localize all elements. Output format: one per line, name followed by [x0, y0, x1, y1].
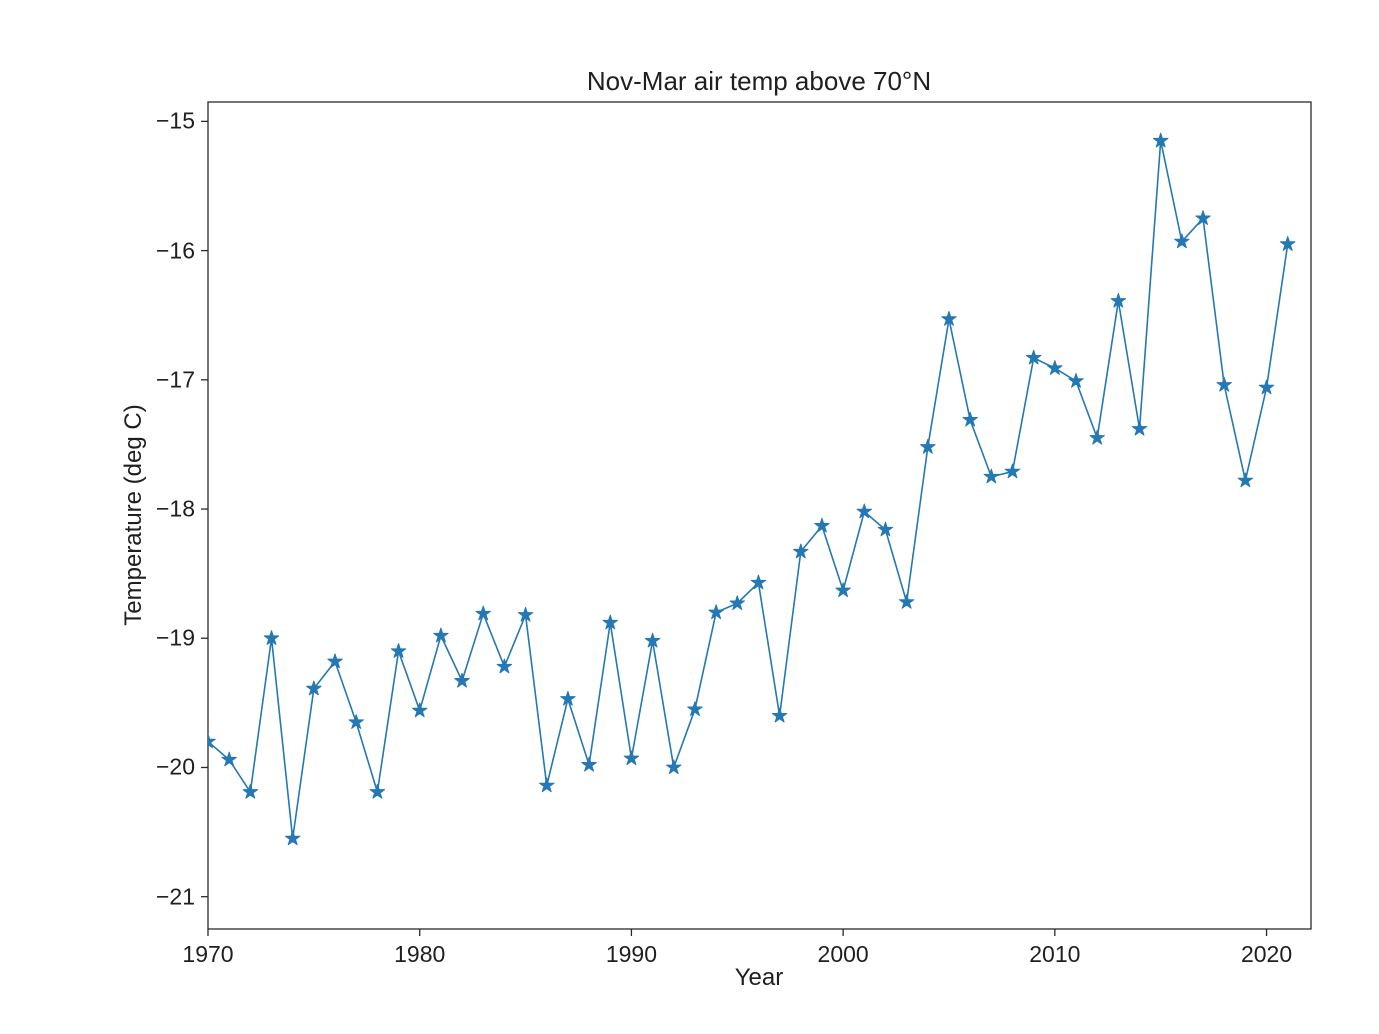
star-marker [856, 503, 873, 519]
star-marker [221, 751, 237, 767]
star-marker [1047, 360, 1063, 375]
star-marker [623, 750, 640, 766]
star-marker [242, 783, 259, 799]
star-marker [454, 672, 470, 688]
star-marker [1068, 373, 1084, 388]
y-tick-label: −21 [155, 883, 195, 910]
x-tick-label: 2010 [1029, 941, 1081, 967]
y-tick-label: −16 [155, 237, 195, 264]
y-tick-label: −15 [155, 107, 195, 134]
star-marker [1004, 463, 1021, 479]
star-marker [263, 630, 280, 645]
star-marker [433, 627, 449, 643]
star-marker [602, 614, 618, 630]
star-marker [708, 604, 724, 620]
star-marker [729, 595, 745, 611]
star-marker [793, 543, 809, 559]
star-marker [1110, 292, 1127, 308]
x-tick-label: 2020 [1240, 941, 1293, 967]
y-tick-label: −18 [155, 495, 195, 522]
star-marker [877, 521, 894, 537]
star-marker [962, 411, 978, 427]
star-marker [898, 593, 915, 609]
x-tick-label: 1980 [394, 941, 446, 967]
x-tick-label: 1990 [605, 941, 657, 967]
y-tick-label: −20 [155, 753, 195, 780]
star-marker [327, 653, 343, 669]
star-marker [369, 783, 386, 799]
star-marker [348, 714, 364, 729]
star-marker [1025, 349, 1042, 365]
star-marker [1089, 429, 1105, 445]
axes-frame [207, 101, 1312, 930]
star-marker [1195, 210, 1211, 225]
star-marker [581, 756, 597, 772]
star-marker [411, 702, 428, 718]
star-marker [1152, 132, 1169, 148]
star-marker [1131, 420, 1148, 436]
x-tick-label: 1970 [182, 941, 234, 967]
star-marker [983, 468, 1000, 484]
star-marker [687, 701, 703, 716]
chart-title: Nov-Mar air temp above 70°N [586, 66, 932, 96]
y-tick-label: −17 [155, 366, 195, 393]
star-marker [496, 658, 513, 674]
star-marker [771, 707, 788, 723]
star-marker [560, 690, 576, 706]
star-marker [835, 582, 851, 598]
y-tick-label: −19 [155, 624, 195, 651]
x-axis-label: Year [734, 964, 784, 991]
star-marker [814, 517, 830, 533]
star-marker [666, 759, 682, 775]
star-marker [306, 680, 322, 696]
star-marker [1258, 379, 1275, 395]
star-marker [539, 777, 555, 793]
star-marker [1216, 376, 1232, 392]
star-marker [750, 574, 767, 590]
star-marker [390, 643, 407, 658]
star-marker [1174, 233, 1190, 249]
star-marker [920, 438, 936, 454]
series-line [208, 139, 1289, 840]
star-marker [1237, 472, 1254, 488]
star-marker [644, 632, 661, 648]
star-marker [475, 605, 491, 621]
x-tick-label: 2000 [817, 941, 869, 967]
star-marker [284, 830, 301, 846]
star-marker [941, 310, 957, 326]
temperature-series [208, 132, 1296, 846]
star-marker [517, 606, 534, 622]
star-marker [1279, 236, 1296, 251]
star-marker [208, 733, 216, 749]
